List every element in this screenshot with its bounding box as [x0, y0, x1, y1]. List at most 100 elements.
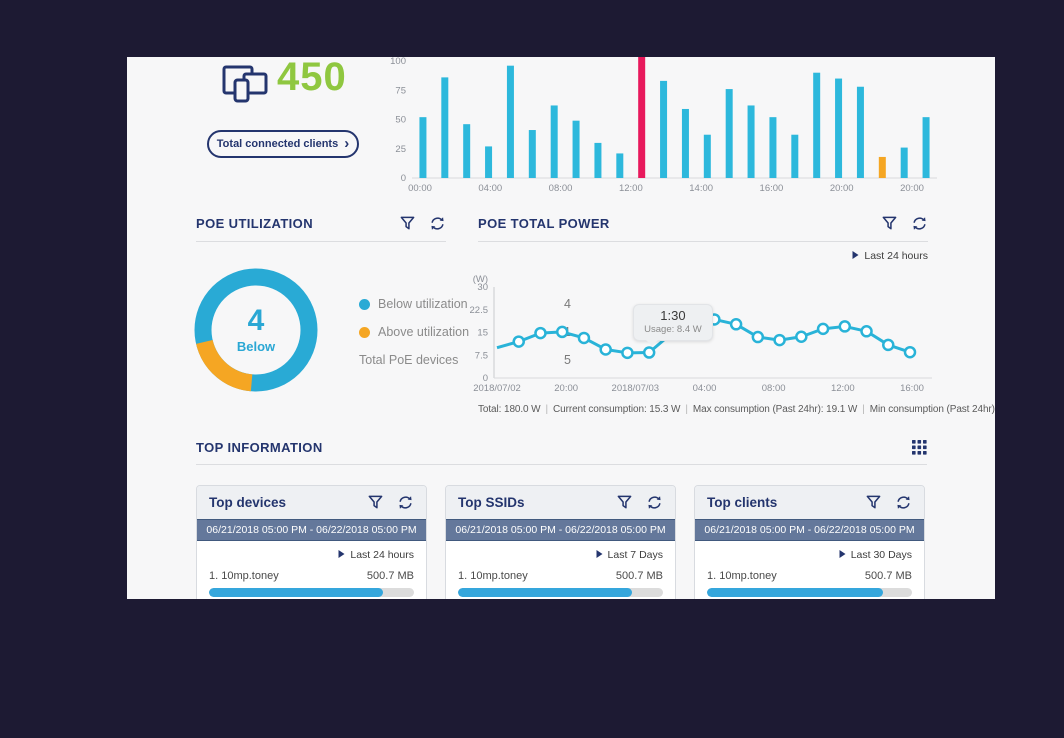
- poe-utilization-section: POE UTILIZATION: [196, 215, 446, 242]
- legend-value-below: 4: [564, 297, 571, 311]
- poe-utilization-donut: 4 Below: [191, 265, 321, 395]
- card-header: Top clients: [695, 486, 924, 519]
- svg-text:20:00: 20:00: [554, 383, 578, 394]
- refresh-icon[interactable]: [397, 494, 414, 511]
- svg-text:16:00: 16:00: [900, 383, 924, 394]
- svg-text:04:00: 04:00: [478, 183, 502, 193]
- item-progress-track: [707, 588, 912, 597]
- legend-label-total: Total PoE devices: [359, 353, 459, 367]
- top-devices-card: Top devices 06/21/2018 05:00 PM - 06/22/…: [196, 485, 427, 599]
- tooltip-time: 1:30: [660, 307, 686, 323]
- top-information-header: TOP INFORMATION: [196, 440, 927, 465]
- tooltip-usage: Usage: 8.4 W: [644, 323, 702, 335]
- legend-label-below: Below utilization: [378, 297, 468, 311]
- svg-text:2018/07/03: 2018/07/03: [612, 383, 660, 394]
- poe-total-power-chart: (W) 0 7.5 15 22.5 30 2018/07/02 20:00 2018/07/03…: [470, 273, 945, 398]
- svg-text:100: 100: [390, 57, 406, 67]
- top-information-title: TOP INFORMATION: [196, 440, 323, 455]
- poe-total-power-header: POE TOTAL POWER: [478, 215, 928, 242]
- top-information-section: TOP INFORMATION: [196, 440, 927, 465]
- svg-text:08:00: 08:00: [762, 383, 786, 394]
- item-progress-fill: [707, 588, 884, 597]
- stat-max: Max consumption (Past 24hr): 19.1 W: [692, 404, 858, 415]
- card-header: Top SSIDs: [446, 486, 675, 519]
- top-information-cards: Top devices 06/21/2018 05:00 PM - 06/22/…: [196, 485, 925, 599]
- item-name: 1. 10mp.toney: [707, 570, 777, 582]
- poe-total-power-section: POE TOTAL POWER Last 24 hours: [478, 215, 928, 262]
- refresh-icon[interactable]: [429, 215, 446, 232]
- caret-right-icon: [596, 549, 603, 561]
- svg-text:20:00: 20:00: [900, 183, 924, 193]
- svg-text:50: 50: [395, 115, 406, 126]
- caret-right-icon: [839, 549, 846, 561]
- top-ssids-card: Top SSIDs 06/21/2018 05:00 PM - 06/22/20…: [445, 485, 676, 599]
- stat-min: Min consumption (Past 24hr): 1.3 W: [869, 404, 995, 415]
- stat-separator: |: [685, 404, 688, 415]
- card-period-label: Last 24 hours: [350, 549, 414, 561]
- time-range-selector[interactable]: Last 24 hours: [478, 250, 928, 262]
- card-title: Top devices: [209, 495, 287, 510]
- donut-center-value: 4: [247, 304, 265, 337]
- item-name: 1. 10mp.toney: [209, 570, 279, 582]
- svg-text:2018/07/02: 2018/07/02: [473, 383, 521, 394]
- poe-total-power-title: POE TOTAL POWER: [478, 216, 610, 231]
- filter-icon[interactable]: [367, 494, 384, 511]
- legend-dot-above: [359, 326, 370, 338]
- svg-text:0: 0: [401, 173, 406, 184]
- card-period-selector[interactable]: Last 24 hours: [197, 541, 426, 563]
- filter-icon[interactable]: [616, 494, 633, 511]
- card-item-row: 1. 10mp.toney 500.7 MB: [197, 563, 426, 587]
- svg-text:25: 25: [395, 144, 406, 155]
- card-item-row: 1. 10mp.toney 500.7 MB: [446, 563, 675, 587]
- power-stats-row: Total: 180.0 W | Current consumption: 15.3…: [478, 404, 995, 415]
- item-progress-fill: [458, 588, 633, 597]
- card-date-range: 06/21/2018 05:00 PM - 06/22/2018 05:00 P…: [446, 519, 675, 541]
- devices-icon: [222, 65, 268, 110]
- svg-text:30: 30: [477, 282, 488, 293]
- legend-dot-below: [359, 298, 370, 310]
- svg-text:12:00: 12:00: [831, 383, 855, 394]
- card-title: Top clients: [707, 495, 778, 510]
- stat-total: Total: 180.0 W: [478, 404, 541, 415]
- svg-text:22.5: 22.5: [470, 305, 488, 316]
- svg-text:0: 0: [483, 373, 488, 384]
- filter-icon[interactable]: [399, 215, 416, 232]
- svg-text:00:00: 00:00: [408, 183, 432, 193]
- item-progress-fill: [209, 588, 384, 597]
- poe-utilization-header: POE UTILIZATION: [196, 215, 446, 242]
- item-progress-track: [458, 588, 663, 597]
- svg-text:15: 15: [477, 328, 488, 339]
- donut-center-label: Below: [236, 339, 276, 354]
- filter-icon[interactable]: [881, 215, 898, 232]
- svg-text:20:00: 20:00: [830, 183, 854, 193]
- grid-menu-icon[interactable]: [912, 440, 927, 455]
- poe-utilization-title: POE UTILIZATION: [196, 216, 313, 231]
- connected-clients-count: 450: [277, 57, 347, 99]
- total-connected-clients-button[interactable]: Total connected clients ›: [207, 130, 359, 158]
- svg-text:04:00: 04:00: [693, 383, 717, 394]
- top-clients-card: Top clients 06/21/2018 05:00 PM - 06/22/…: [694, 485, 925, 599]
- card-period-selector[interactable]: Last 7 Days: [446, 541, 675, 563]
- card-date-range: 06/21/2018 05:00 PM - 06/22/2018 05:00 P…: [197, 519, 426, 541]
- dashboard-panel: 450 Total connected clients › 0 25 50 75 100…: [127, 57, 995, 599]
- stat-separator: |: [545, 404, 549, 415]
- refresh-icon[interactable]: [646, 494, 663, 511]
- svg-text:75: 75: [395, 85, 406, 96]
- legend-item-total: Total PoE devices 5: [359, 353, 571, 367]
- poe-utilization-legend: Below utilization 4 Above utilization 1 …: [359, 297, 571, 381]
- card-period-selector[interactable]: Last 30 Days: [695, 541, 924, 563]
- item-progress-track: [209, 588, 414, 597]
- filter-icon[interactable]: [865, 494, 882, 511]
- legend-label-above: Above utilization: [378, 325, 470, 339]
- refresh-icon[interactable]: [911, 215, 928, 232]
- svg-text:08:00: 08:00: [549, 183, 573, 193]
- time-range-label: Last 24 hours: [864, 250, 928, 262]
- card-item-row: 1. 10mp.toney 500.7 MB: [695, 563, 924, 587]
- svg-text:14:00: 14:00: [689, 183, 713, 193]
- item-name: 1. 10mp.toney: [458, 570, 528, 582]
- card-period-label: Last 7 Days: [607, 549, 663, 561]
- refresh-icon[interactable]: [895, 494, 912, 511]
- caret-right-icon: [338, 549, 345, 561]
- item-value: 500.7 MB: [864, 570, 912, 582]
- total-connected-clients-label: Total connected clients: [216, 138, 339, 150]
